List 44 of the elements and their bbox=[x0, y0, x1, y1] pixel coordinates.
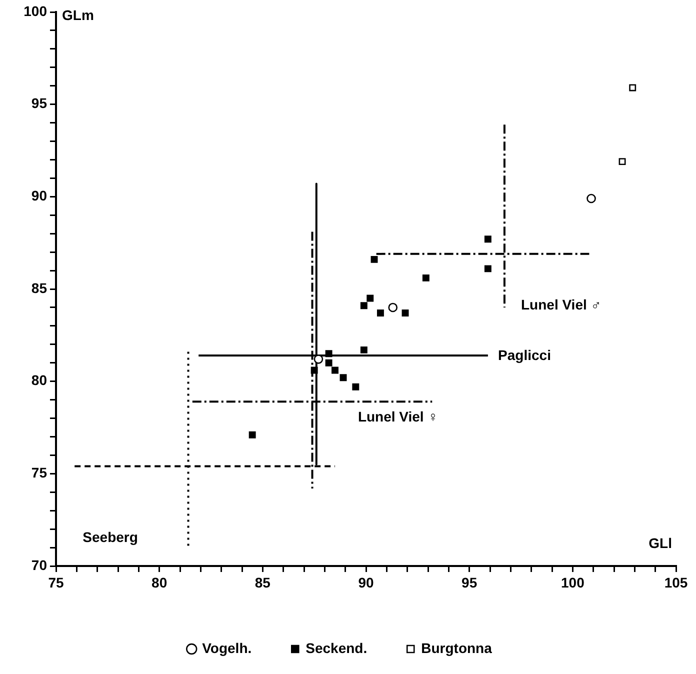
legend-label: Burgtonna bbox=[421, 640, 492, 656]
point bbox=[332, 366, 338, 374]
point bbox=[484, 236, 492, 243]
x-tick-label: 85 bbox=[254, 574, 271, 590]
point bbox=[370, 256, 378, 263]
point bbox=[310, 366, 318, 374]
y-tick-label: 95 bbox=[31, 95, 48, 112]
point bbox=[352, 383, 360, 390]
y-tick-label: 80 bbox=[31, 372, 48, 388]
point bbox=[360, 346, 368, 354]
point bbox=[484, 265, 492, 272]
annotation: Lunel Viel ♂ bbox=[521, 296, 602, 312]
point bbox=[340, 374, 347, 382]
x-axis-title: GLl bbox=[648, 534, 672, 551]
y-axis-title: GLm bbox=[62, 6, 94, 23]
annotation: Lunel Viel ♀ bbox=[358, 408, 438, 424]
y-tick-label: 75 bbox=[31, 464, 48, 481]
point bbox=[325, 350, 332, 358]
x-tick-label: 95 bbox=[462, 574, 478, 590]
point bbox=[366, 294, 374, 302]
y-tick-label: 70 bbox=[31, 556, 48, 573]
x-tick-label: 100 bbox=[560, 574, 585, 590]
point bbox=[314, 354, 324, 364]
point bbox=[360, 302, 368, 310]
y-tick-label: 90 bbox=[31, 188, 48, 204]
point bbox=[325, 359, 332, 366]
point bbox=[422, 274, 430, 282]
point bbox=[586, 194, 596, 204]
legend-label: Seckend. bbox=[306, 640, 368, 656]
point bbox=[376, 310, 384, 316]
x-tick-label: 75 bbox=[48, 574, 64, 590]
point bbox=[248, 431, 256, 438]
point bbox=[618, 158, 626, 166]
x-tick-label: 105 bbox=[664, 574, 688, 590]
y-tick-label: 85 bbox=[31, 280, 48, 296]
annotation: Paglicci bbox=[498, 346, 551, 363]
x-tick-label: 80 bbox=[152, 574, 168, 590]
annotation: Seeberg bbox=[82, 529, 138, 546]
legend-label: Vogelh. bbox=[202, 640, 252, 656]
point bbox=[629, 84, 636, 92]
y-tick-label: 100 bbox=[24, 2, 48, 19]
point bbox=[402, 310, 409, 316]
point bbox=[388, 302, 398, 312]
x-tick-label: 90 bbox=[358, 574, 374, 590]
